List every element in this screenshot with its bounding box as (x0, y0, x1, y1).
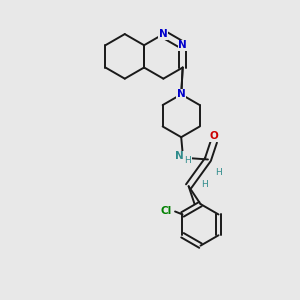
Bar (162, 208, 171, 215)
Bar (178, 41, 187, 49)
Text: N: N (159, 29, 168, 39)
Text: N: N (175, 152, 184, 161)
Text: H: H (184, 157, 191, 166)
Text: H: H (202, 180, 208, 189)
Text: O: O (209, 131, 218, 141)
Text: N: N (177, 89, 186, 99)
Bar (178, 154, 187, 162)
Text: Cl: Cl (160, 206, 172, 217)
Text: N: N (178, 40, 187, 50)
Bar (159, 30, 168, 38)
Text: H: H (215, 168, 222, 177)
Bar (177, 91, 186, 98)
Bar (209, 133, 218, 140)
